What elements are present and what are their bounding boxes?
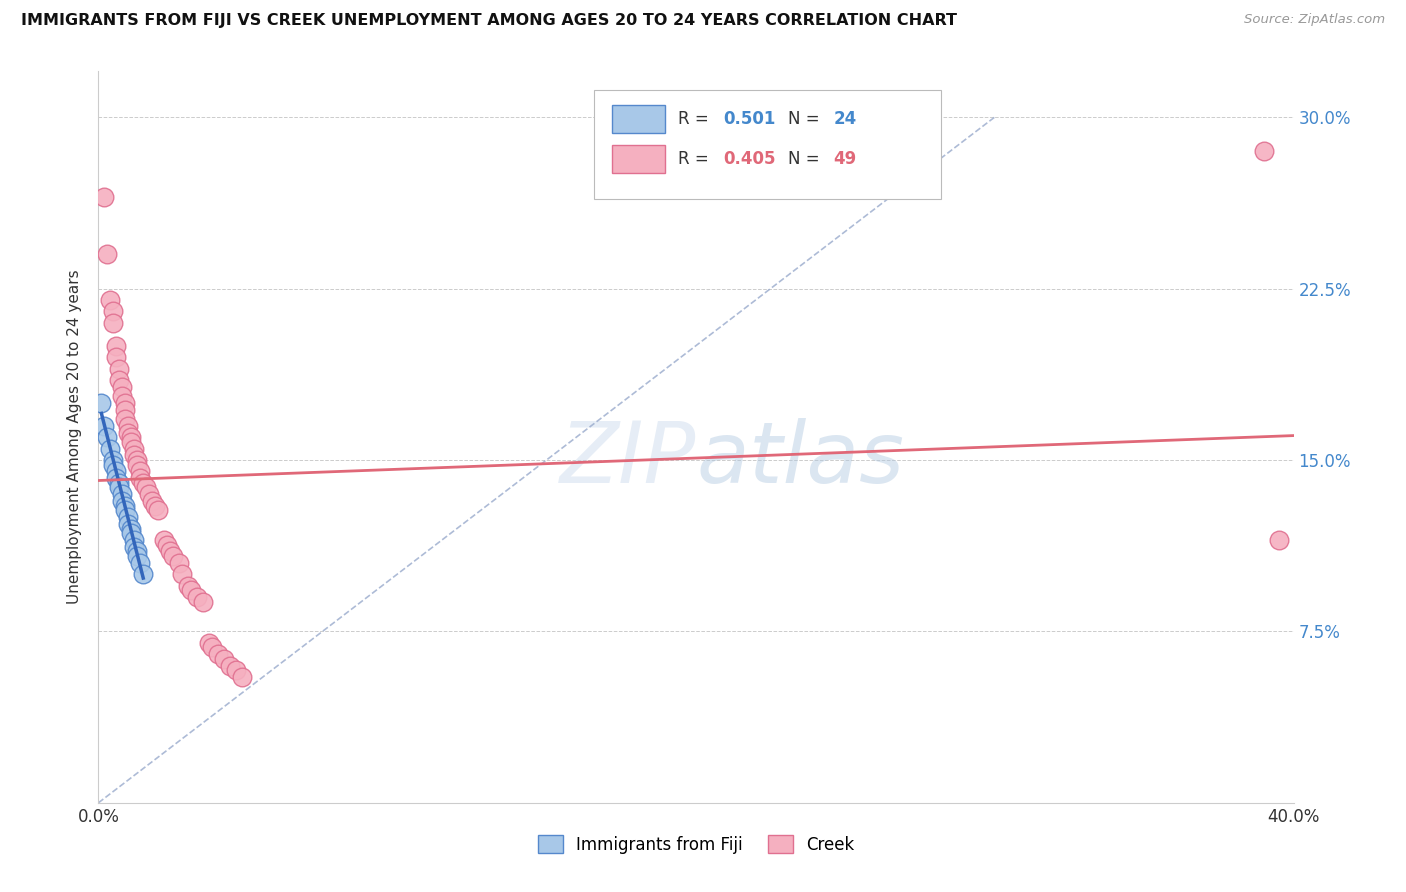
Point (172, 567, 194, 582)
Point (114, 412, 136, 426)
Point (111, 494, 134, 508)
Point (127, 544, 149, 558)
FancyBboxPatch shape (613, 104, 665, 133)
Point (117, 425, 139, 440)
Point (108, 475, 131, 490)
Point (103, 458, 125, 472)
Point (141, 494, 163, 508)
Point (186, 590, 208, 604)
Text: N =: N = (787, 150, 825, 168)
Text: 0.405: 0.405 (724, 150, 776, 168)
Point (219, 658, 242, 673)
Point (114, 499, 136, 513)
Text: IMMIGRANTS FROM FIJI VS CREEK UNEMPLOYMENT AMONG AGES 20 TO 24 YEARS CORRELATION: IMMIGRANTS FROM FIJI VS CREEK UNEMPLOYME… (21, 13, 957, 29)
Text: N =: N = (787, 110, 825, 128)
Point (207, 647, 229, 661)
Point (120, 521, 142, 535)
Point (129, 471, 152, 485)
Point (127, 458, 149, 472)
Legend: Immigrants from Fiji, Creek: Immigrants from Fiji, Creek (531, 829, 860, 860)
Point (124, 540, 146, 554)
Point (191, 595, 214, 609)
Point (162, 549, 184, 563)
Point (103, 304, 125, 318)
Text: 49: 49 (834, 150, 856, 168)
Text: 0.501: 0.501 (724, 110, 776, 128)
Point (132, 567, 155, 582)
Point (120, 526, 142, 541)
Y-axis label: Unemployment Among Ages 20 to 24 years: Unemployment Among Ages 20 to 24 years (67, 269, 83, 605)
FancyBboxPatch shape (595, 90, 941, 200)
Point (159, 544, 181, 558)
Point (111, 389, 134, 403)
Point (1253, 145, 1275, 159)
Point (96, 430, 118, 444)
Point (129, 556, 152, 570)
Point (105, 471, 128, 485)
Text: R =: R = (678, 150, 714, 168)
Point (108, 361, 131, 376)
Point (111, 380, 134, 394)
Point (117, 510, 139, 524)
Point (177, 579, 200, 593)
Point (156, 537, 179, 551)
Point (105, 338, 128, 352)
Point (114, 402, 136, 417)
Point (143, 499, 166, 513)
Point (127, 453, 149, 467)
Point (93, 190, 115, 204)
Point (108, 480, 131, 494)
Point (105, 464, 128, 478)
Point (103, 316, 125, 330)
Point (153, 533, 176, 547)
Text: ZIP: ZIP (560, 417, 696, 500)
Point (117, 418, 139, 433)
Text: atlas: atlas (696, 417, 904, 500)
Point (98, 442, 122, 456)
Point (111, 487, 134, 501)
Point (201, 640, 224, 655)
Point (103, 453, 125, 467)
Point (1267, 533, 1289, 547)
Point (90, 396, 112, 410)
Point (231, 670, 253, 684)
Point (129, 464, 152, 478)
Point (108, 373, 131, 387)
Point (135, 480, 157, 494)
Point (127, 549, 149, 563)
Point (96, 247, 118, 261)
Point (114, 503, 136, 517)
Point (138, 487, 160, 501)
Point (93, 418, 115, 433)
Point (105, 350, 128, 364)
Point (120, 434, 142, 449)
Point (98, 293, 122, 307)
Point (124, 442, 146, 456)
Text: R =: R = (678, 110, 714, 128)
Point (120, 430, 142, 444)
Point (117, 516, 139, 531)
Point (124, 449, 146, 463)
Point (198, 636, 221, 650)
Text: Source: ZipAtlas.com: Source: ZipAtlas.com (1244, 13, 1385, 27)
Point (167, 556, 190, 570)
Point (180, 583, 202, 598)
FancyBboxPatch shape (613, 145, 665, 173)
Point (132, 475, 155, 490)
Point (114, 396, 136, 410)
Point (225, 663, 247, 677)
Point (124, 533, 146, 547)
Text: 24: 24 (834, 110, 856, 128)
Point (212, 652, 235, 666)
Point (148, 503, 170, 517)
